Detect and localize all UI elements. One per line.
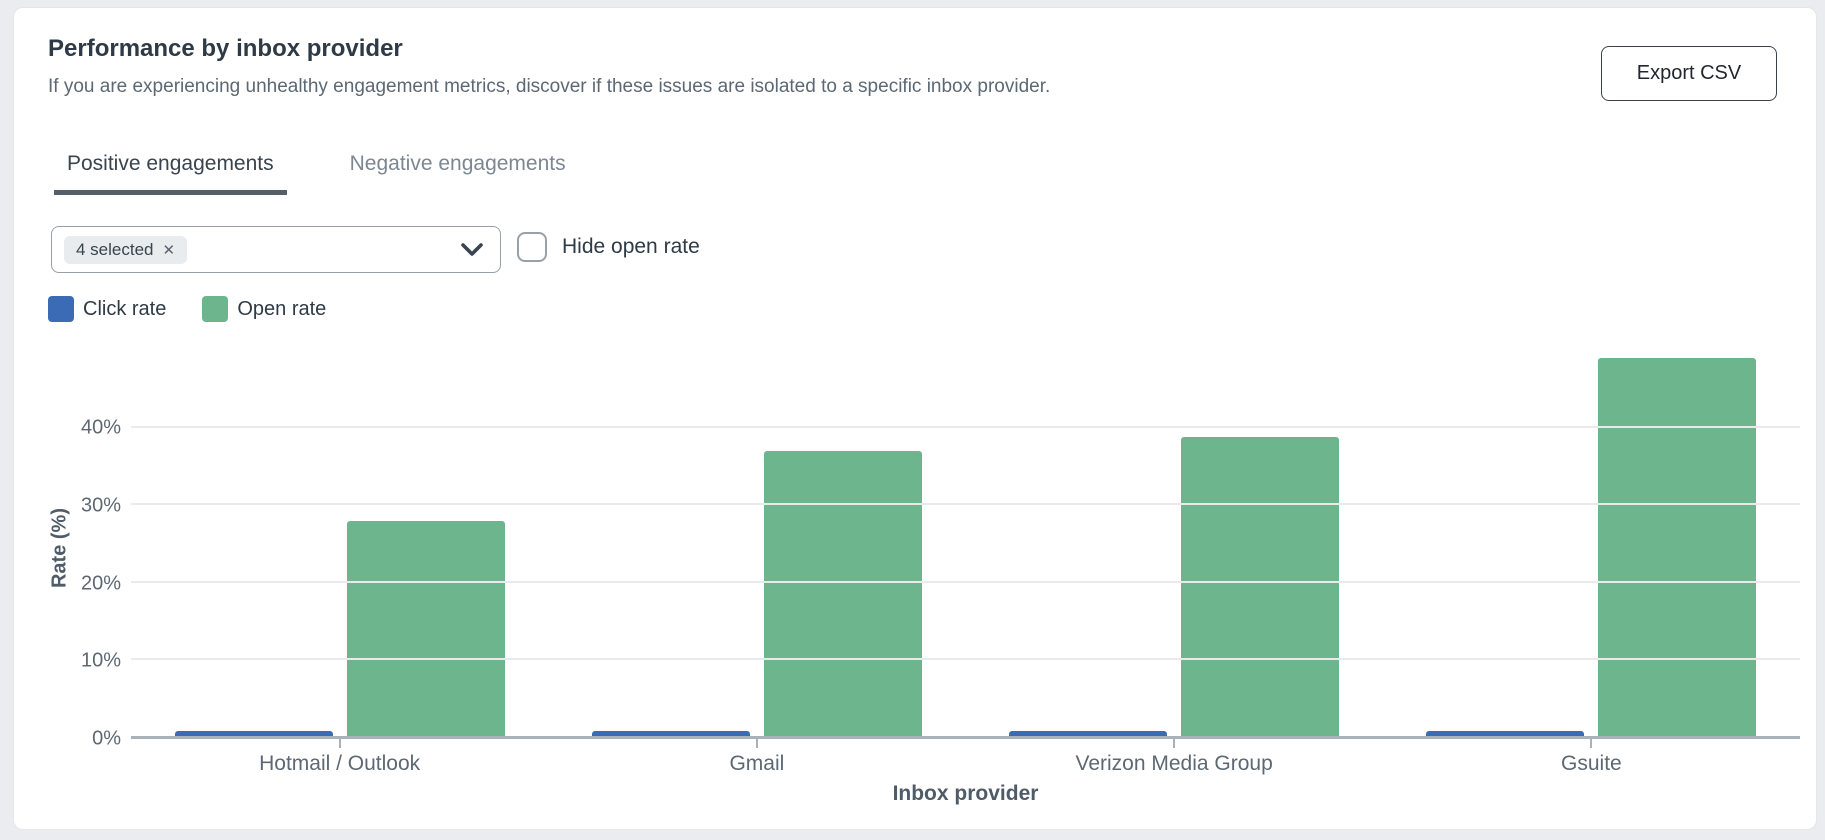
y-tick-label: 20% [80,572,121,594]
hide-open-rate-toggle[interactable]: Hide open rate [517,232,700,262]
x-category-label: Gsuite [1561,752,1622,775]
bar-pair [1383,309,1800,736]
x-axis-tick [338,739,341,748]
bar-groups [131,309,1800,748]
tab-negative-engagements[interactable]: Negative engagements [349,152,566,175]
bar-open-rate [763,451,922,736]
bar-pair [966,309,1383,736]
page-subtitle: If you are experiencing unhealthy engage… [48,76,1051,97]
provider-multiselect[interactable]: 4 selected ✕ [51,226,501,273]
category-group [966,309,1383,748]
y-tick-label: 10% [80,649,121,672]
x-axis-category-labels: Hotmail / Outlook Gmail Verizon Media Grou… [131,752,1800,776]
selected-providers-chip: 4 selected ✕ [64,235,188,264]
x-axis-title: Inbox provider [892,782,1039,805]
hide-open-rate-checkbox[interactable] [517,232,547,262]
gridline [131,426,1800,429]
bar-open-rate [1598,357,1757,736]
chart-legend: Click rate Open rate [48,296,326,322]
performance-card: Performance by inbox provider If you are… [13,7,1817,830]
x-category-label: Hotmail / Outlook [259,752,421,775]
x-axis-tick [1173,739,1176,748]
bar-pair [548,309,965,736]
gridline [131,503,1800,506]
y-tick-label: 40% [80,416,121,439]
engagement-tabs: Positive engagements Negative engagement… [54,148,579,195]
bar-click-rate [591,731,750,736]
category-group [131,309,548,748]
chevron-down-icon [460,242,484,257]
legend-label: Open rate [237,297,327,320]
bar-open-rate [346,521,505,736]
y-tick-label: 0% [92,727,121,750]
tab-positive-engagements[interactable]: Positive engagements [54,148,287,195]
open-rate-swatch [202,296,229,322]
x-axis-tick [755,739,758,748]
legend-item-click-rate: Click rate [48,296,166,322]
gridline [131,657,1800,660]
y-axis-tick-labels: 0% 10% 20% 30% 40% [14,309,125,749]
bar-click-rate [1426,731,1585,736]
x-category-label: Gmail [729,752,785,775]
export-csv-button[interactable]: Export CSV [1601,46,1777,101]
category-group [548,309,965,748]
click-rate-swatch [48,296,74,322]
chip-remove-icon[interactable]: ✕ [162,241,176,259]
hide-open-rate-label: Hide open rate [562,235,700,258]
plot-area [131,309,1800,748]
x-axis-tick [1590,739,1593,748]
bar-click-rate [174,731,333,736]
bar-open-rate [1181,437,1340,736]
legend-label: Click rate [83,297,167,320]
gridline [131,580,1800,583]
bar-click-rate [1009,731,1168,736]
category-group [1383,309,1800,748]
bar-pair [131,309,548,736]
y-tick-label: 30% [80,494,121,517]
x-category-label: Verizon Media Group [1075,752,1273,775]
legend-item-open-rate: Open rate [202,296,326,322]
page-title: Performance by inbox provider [48,35,403,62]
selected-chip-label: 4 selected [76,239,154,259]
